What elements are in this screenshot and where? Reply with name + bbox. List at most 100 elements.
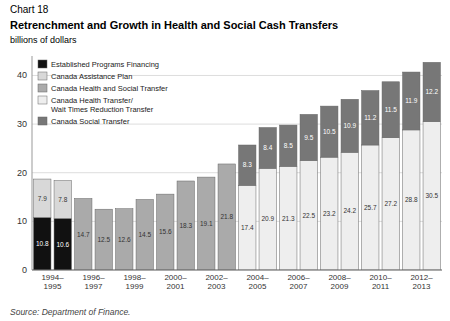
x-tick-label: 2002–2003 — [205, 273, 228, 291]
grid — [32, 75, 442, 270]
bar-segment — [300, 114, 317, 160]
bar-segment — [34, 179, 51, 180]
bar-segment — [54, 180, 71, 181]
bar-segment — [423, 62, 440, 121]
legend-swatch — [38, 96, 47, 104]
bar-segment — [280, 125, 297, 166]
x-tick-label: 2008–2009 — [328, 273, 351, 291]
grid-line — [32, 221, 442, 222]
bar-segment — [259, 168, 276, 270]
data-label: 10.8 — [36, 240, 49, 247]
bar-segment — [116, 208, 133, 209]
y-tick-label: 30 — [17, 119, 27, 129]
bar-segment — [75, 199, 92, 270]
data-label: 25.7 — [364, 204, 377, 211]
bar-segment — [198, 177, 215, 178]
bar-segment — [362, 145, 379, 270]
data-label: 24.2 — [343, 207, 356, 214]
data-label: 12.6 — [118, 236, 131, 243]
bar-segment — [177, 180, 194, 181]
bar-segment — [95, 209, 112, 270]
bar-segment — [136, 199, 153, 270]
bar-segment — [136, 199, 153, 200]
bar-segment — [321, 157, 338, 270]
data-label: 10.9 — [343, 122, 356, 129]
legend-label: Established Programs Financing — [51, 60, 159, 69]
bar-segment — [95, 209, 112, 210]
bar-segment — [34, 179, 51, 217]
x-tick-label: 1998–1999 — [123, 273, 146, 291]
data-label: 8.5 — [284, 142, 293, 149]
bar-segment — [75, 198, 92, 199]
data-label: 21.3 — [282, 215, 295, 222]
bar-segment — [341, 152, 358, 270]
bar-segment — [34, 179, 51, 180]
bar-segment — [239, 145, 256, 185]
bar-segment — [95, 209, 112, 210]
legend-swatch — [38, 60, 47, 68]
bar-segment — [218, 164, 235, 270]
grid-line — [32, 172, 442, 173]
chart: Chart 18 Retrenchment and Growth in Healt… — [0, 0, 450, 321]
data-label: 20.9 — [261, 215, 274, 222]
data-label: 12.5 — [97, 236, 110, 243]
bar-segment — [157, 194, 174, 195]
bar-segment — [136, 199, 153, 200]
y-tick-label: 0 — [22, 265, 27, 275]
bar-segment — [423, 122, 440, 270]
bar-segment — [218, 163, 235, 164]
bar-segment — [116, 209, 133, 270]
bar-segment — [75, 198, 92, 199]
data-label: 17.4 — [241, 224, 254, 231]
x-axis — [32, 270, 442, 271]
bar-segment — [218, 163, 235, 164]
bar-segment — [280, 166, 297, 270]
y-tick-label: 20 — [17, 168, 27, 178]
data-label: 14.5 — [138, 231, 151, 238]
source: Source: Department of Finance. — [10, 307, 130, 317]
legend-label: Canada Health Transfer/Wait Times Reduct… — [51, 96, 154, 114]
x-tick-label: 1994–1995 — [41, 273, 64, 291]
data-label: 21.8 — [220, 213, 233, 220]
grid-line — [32, 270, 442, 271]
legend-swatch — [38, 72, 47, 80]
x-tick-label: 1996–1997 — [82, 273, 105, 291]
x-tick-label: 2004–2005 — [246, 273, 269, 291]
bar-segment — [116, 208, 133, 209]
x-tick-label: 2012–2013 — [410, 273, 433, 291]
bar-segment — [300, 161, 317, 270]
data-label: 27.2 — [384, 200, 397, 207]
x-tick-label: 2000–2001 — [164, 273, 187, 291]
bar-segment — [403, 130, 420, 270]
bar-segment — [157, 194, 174, 270]
bar-segment — [177, 180, 194, 181]
title: Retrenchment and Growth in Health and So… — [10, 19, 338, 31]
data-label: 23.2 — [323, 210, 336, 217]
data-label: 9.5 — [304, 134, 313, 141]
chart-label: Chart 18 — [10, 4, 49, 15]
bar-segment — [157, 194, 174, 195]
data-label: 11.2 — [364, 114, 377, 121]
bar-segment — [362, 91, 379, 145]
x-tick-label: 2010–2011 — [369, 273, 392, 291]
bar-segment — [198, 177, 215, 270]
bar-segment — [259, 127, 276, 168]
bar-segment — [34, 217, 51, 270]
data-label: 7.8 — [58, 196, 67, 203]
legend-swatch — [38, 117, 47, 125]
legend: Established Programs FinancingCanada Ass… — [38, 60, 168, 126]
data-label: 11.9 — [405, 97, 418, 104]
bars — [34, 62, 441, 270]
data-label: 19.1 — [200, 220, 213, 227]
bar-segment — [177, 181, 194, 270]
bar-segment — [198, 177, 215, 178]
bar-segment — [382, 82, 399, 138]
data-label: 8.3 — [243, 161, 252, 168]
bar-segment — [239, 185, 256, 270]
data-label: 14.7 — [77, 231, 90, 238]
legend-label: Canada Social Transfer — [51, 117, 130, 126]
data-labels: 10.810.67.97.814.712.512.614.515.618.319… — [36, 88, 439, 247]
y-axis — [32, 56, 33, 270]
data-label: 11.5 — [385, 106, 398, 113]
y-tick-label: 10 — [17, 216, 27, 226]
